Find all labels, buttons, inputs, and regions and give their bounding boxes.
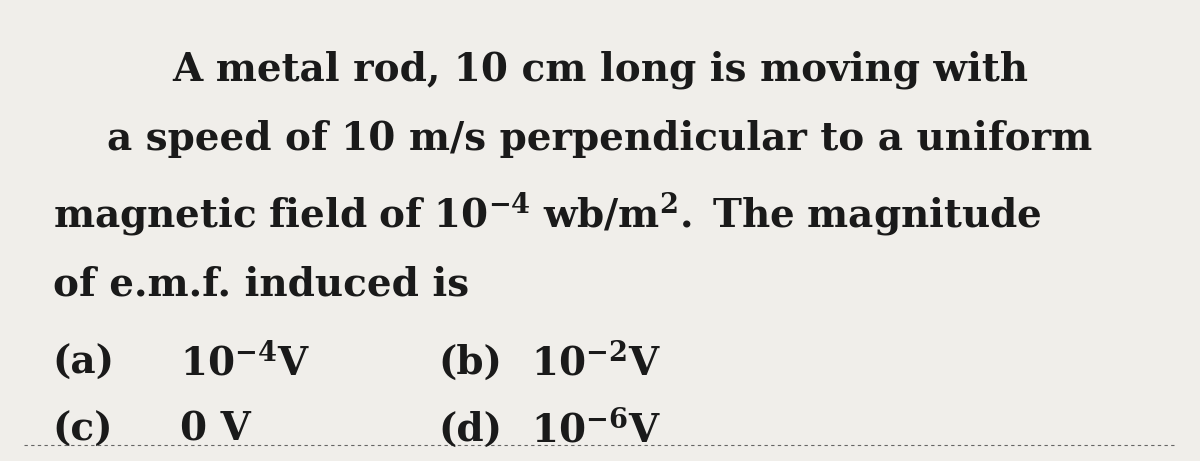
Text: $\mathbf{10^{-2}V}$: $\mathbf{10^{-2}V}$: [530, 343, 661, 382]
Text: (b): (b): [439, 343, 503, 382]
Text: $\mathbf{10^{-6}V}$: $\mathbf{10^{-6}V}$: [530, 410, 661, 449]
Text: (c): (c): [53, 411, 114, 449]
Text: 0 V: 0 V: [180, 411, 251, 449]
Text: (d): (d): [439, 411, 503, 449]
Text: A metal rod, 10 cm long is moving with: A metal rod, 10 cm long is moving with: [172, 51, 1028, 89]
Text: $\mathbf{magnetic\ field\ of\ 10^{-4}\ wb/m^{2}.\ The\ magnitude}$: $\mathbf{magnetic\ field\ of\ 10^{-4}\ w…: [53, 189, 1042, 236]
Text: of e.m.f. induced is: of e.m.f. induced is: [53, 266, 469, 304]
Text: $\mathbf{10^{-4}V}$: $\mathbf{10^{-4}V}$: [180, 343, 310, 383]
Text: (a): (a): [53, 343, 115, 382]
Text: a speed of 10 m/s perpendicular to a uniform: a speed of 10 m/s perpendicular to a uni…: [107, 120, 1093, 159]
